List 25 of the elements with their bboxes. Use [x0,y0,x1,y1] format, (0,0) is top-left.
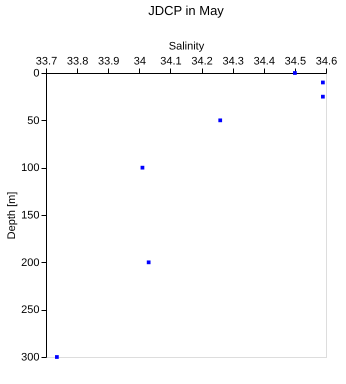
x-tick-label: 34.2 [191,56,213,68]
x-tick-label: 34.4 [254,56,275,68]
x-tick-label: 33.9 [98,56,120,68]
x-tick-label: 33.8 [66,56,88,68]
x-tick-label: 34.6 [316,56,338,68]
x-tick-label: 34.5 [284,56,306,68]
y-tick-label: 300 [21,352,40,364]
point [321,80,325,84]
x-tick-label: 34 [134,56,146,68]
point [321,94,325,99]
point [55,355,59,359]
x-tick-label: 34.3 [222,56,244,68]
y-tick-label: 100 [21,162,40,174]
point [140,166,144,170]
x-tick-label: 34.1 [160,56,182,68]
chart-title: JDCP in May [148,3,224,18]
y-tick-label: 250 [21,304,40,316]
y-tick-label: 150 [21,210,40,222]
y-tick-label: 200 [21,256,40,269]
x-tick-label: 33.7 [36,56,58,68]
y-tick-label: 50 [27,114,40,127]
y-axis-title: Depth [m] [6,192,18,240]
y-tick-label: 0 [33,68,40,80]
x-axis-title: Salinity [168,40,205,52]
point [293,71,297,75]
